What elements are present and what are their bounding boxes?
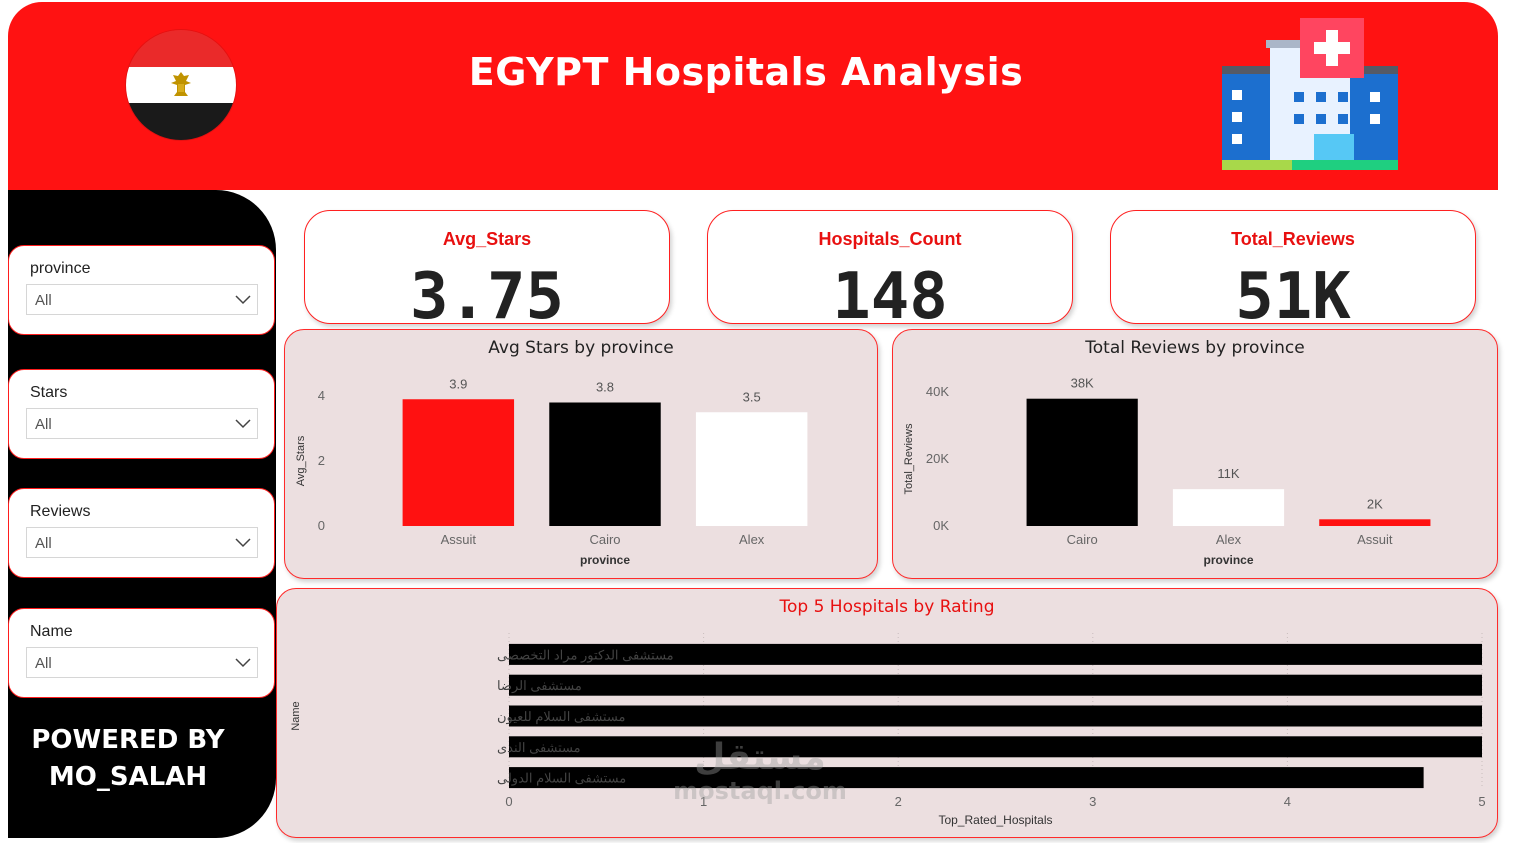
top-hospitals-bar-chart: 0 1 2 3 4 5 مستشفى الدكتور مراد التخصصى مستشفى … [290,633,1486,827]
y-tick-label: 0 [318,518,325,533]
x-tick-label: 3 [1089,794,1096,809]
chart-title: Total Reviews by province [1085,338,1305,358]
y-tick-label: 0K [933,518,949,533]
x-tick-label: 1 [700,794,707,809]
powered-by-credit: POWERED BY MO_SALAH [8,722,248,796]
slicer-label: Stars [30,384,68,401]
bar [509,643,1482,665]
y-tick-label: مستشفى الدكتور مراد التخصصى [497,647,674,663]
y-tick-label: مستشفى الندى [497,740,581,755]
bar [509,767,1424,789]
y-tick-label: 20K [926,451,949,466]
total-reviews-bar-chart: 0K 20K 40K Total_Reviews 38K Cairo 11K Alex 2K As… [903,376,1431,567]
x-tick-label: Alex [739,532,765,547]
slicer-name: Name All [8,608,275,698]
chevron-down-icon [235,295,251,305]
data-label: 11K [1217,466,1239,481]
bar [1026,398,1138,526]
slicer-reviews: Reviews All [8,488,275,578]
watermark-latin: mostaql.com [673,777,847,805]
x-axis-label: province [1203,553,1253,567]
eagle-emblem-icon [171,71,191,96]
chart-title: Top 5 Hospitals by Rating [779,597,995,617]
data-label: 3.9 [449,376,467,391]
data-label: 3.5 [743,389,761,404]
bar [695,412,808,526]
kpi-avg-stars: Avg_Stars 3.75 [304,210,670,334]
chevron-down-icon [235,538,251,548]
stars-dropdown[interactable]: All [26,408,258,439]
x-tick-label: 5 [1478,794,1485,809]
reviews-dropdown[interactable]: All [26,527,258,558]
x-tick-label: Assuit [441,532,477,547]
slicer-label: province [30,260,91,277]
dropdown-value: All [35,292,52,309]
kpi-hospitals-count: Hospitals_Count 148 [707,210,1073,334]
kpi-title: Hospitals_Count [818,229,962,249]
chevron-down-icon [235,658,251,668]
kpi-title: Total_Reviews [1231,229,1355,249]
x-tick-label: 0 [505,794,512,809]
y-tick-label: 4 [318,388,325,403]
name-dropdown[interactable]: All [26,647,258,678]
total-reviews-chart-panel: Total Reviews by province 0K 20K 40K Total_… [892,329,1498,579]
kpi-title: Avg_Stars [442,229,532,249]
x-axis-label: province [580,553,630,567]
slicer-stars: Stars All [8,369,275,459]
chart-title: Avg Stars by province [488,338,674,358]
hospital-building-icon [1222,18,1398,170]
slicer-label: Name [30,623,73,640]
kpi-value: 51K [1235,260,1351,334]
bar [1319,519,1431,526]
x-tick-label: Cairo [589,532,620,547]
y-tick-label: مستشفى السلام الدولى [497,771,626,787]
author-name: MO_SALAH [48,762,208,792]
egypt-flag-icon [126,30,236,140]
top-hospitals-chart-panel: Top 5 Hospitals by Rating 0 1 2 3 4 5 مستشفى ا… [276,588,1498,838]
avg-stars-chart-panel: Avg Stars by province 0 2 4 Avg_Stars 3.9 Ass… [284,329,878,579]
bar [509,705,1482,727]
slicer-province: province All [8,245,275,335]
kpi-value: 148 [832,260,948,334]
x-tick-label: 2 [895,794,902,809]
data-label: 2K [1367,496,1383,511]
y-axis-label: Total_Reviews [903,423,915,494]
dropdown-value: All [35,535,52,552]
powered-by-line: POWERED BY [31,725,225,755]
watermark-arabic: مستقل [694,737,826,778]
x-tick-label: Assuit [1357,532,1393,547]
dropdown-value: All [35,655,52,672]
y-tick-label: 2 [318,453,325,468]
kpi-total-reviews: Total_Reviews 51K [1110,210,1476,334]
watermark: مستقل mostaql.com [660,737,860,805]
data-label: 38K [1071,376,1094,391]
x-tick-label: Alex [1216,532,1242,547]
data-label: 3.8 [596,380,614,395]
y-tick-label: مستشفى السلام للعيون [497,709,625,725]
province-dropdown[interactable]: All [26,284,258,315]
chevron-down-icon [235,419,251,429]
kpi-value: 3.75 [409,260,565,334]
bar [509,674,1482,696]
avg-stars-bar-chart: 0 2 4 Avg_Stars 3.9 Assuit 3.8 Cairo 3.5 Alex prov… [295,376,808,567]
x-tick-label: Cairo [1067,532,1098,547]
x-tick-label: 4 [1284,794,1291,809]
y-axis-label: Avg_Stars [295,435,307,486]
y-tick-label: مستشفى الرضا [497,678,582,694]
slicer-label: Reviews [30,503,91,520]
y-tick-label: 40K [926,384,949,399]
dropdown-value: All [35,416,52,433]
bar [549,402,661,526]
bar [402,399,515,526]
y-axis-label: Name [290,701,302,730]
page-title: EGYPT Hospitals Analysis [468,50,1024,94]
bar [1172,489,1285,526]
bar [509,736,1482,758]
x-axis-label: Top_Rated_Hospitals [938,813,1052,827]
